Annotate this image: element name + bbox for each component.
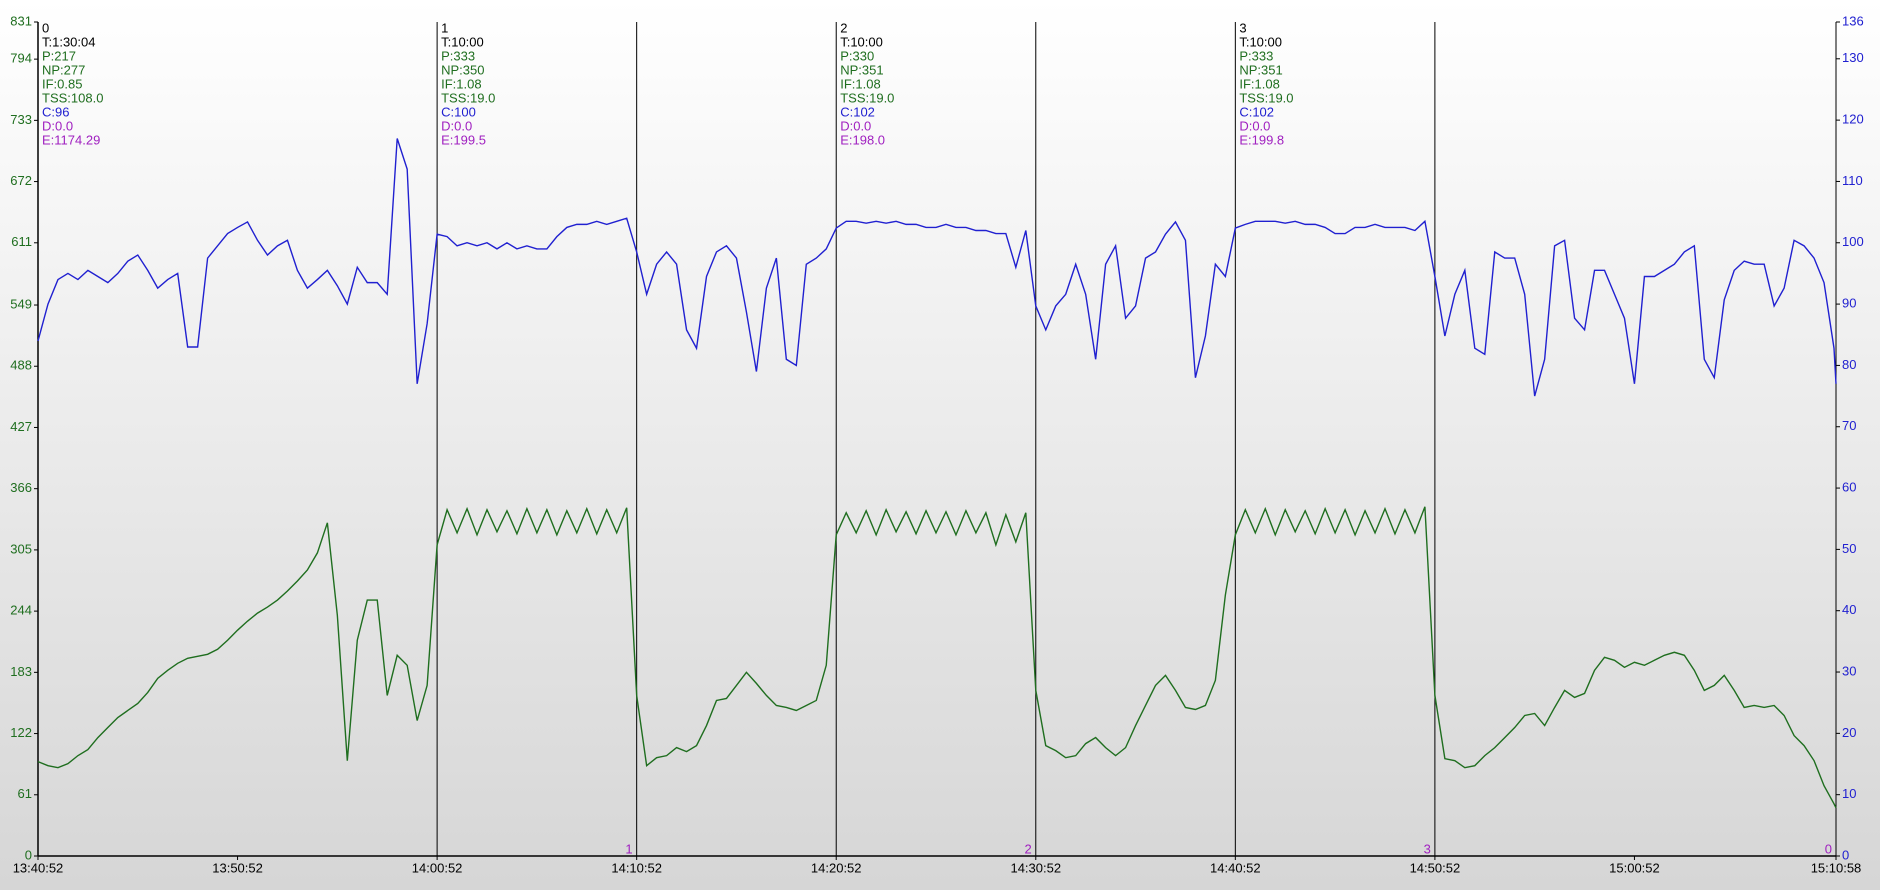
y-tick-label: 488 — [10, 358, 32, 373]
lap-stat: D:0.0 — [441, 118, 472, 133]
x-tick-label: 14:20:52 — [811, 860, 862, 875]
lap-stat: TSS:19.0 — [441, 90, 495, 105]
lap-stat: TSS:19.0 — [840, 90, 894, 105]
lap-stat: IF:0.85 — [42, 76, 82, 91]
y-tick-label: 61 — [18, 786, 32, 801]
y-tick-label: 794 — [10, 51, 32, 66]
x-tick-label: 13:50:52 — [212, 860, 263, 875]
lap-stat: T:1:30:04 — [42, 34, 96, 49]
x-tick-label: 13:40:52 — [13, 860, 64, 875]
y2-tick-label: 50 — [1842, 541, 1856, 556]
x-tick-label: 15:10:58 — [1811, 860, 1862, 875]
x-tick-label: 14:10:52 — [611, 860, 662, 875]
lap-stat: TSS:19.0 — [1239, 90, 1293, 105]
lap-stat: NP:350 — [441, 62, 484, 77]
y-tick-label: 611 — [11, 234, 32, 249]
y2-tick-label: 60 — [1842, 479, 1856, 494]
y2-tick-label: 90 — [1842, 296, 1856, 311]
lap-stat: T:10:00 — [840, 34, 883, 49]
y2-tick-label: 120 — [1842, 112, 1864, 127]
y-tick-label: 672 — [10, 173, 32, 188]
y-tick-label: 427 — [10, 419, 32, 434]
lap-stat: D:0.0 — [42, 118, 73, 133]
lap-stat: E:198.0 — [840, 132, 885, 147]
lap-stat: P:330 — [840, 48, 874, 63]
lap-end-label: 1 — [625, 841, 632, 856]
y2-tick-label: 70 — [1842, 418, 1856, 433]
lap-stat: IF:1.08 — [1239, 76, 1279, 91]
lap-stat: C:102 — [840, 104, 875, 119]
y2-tick-label: 130 — [1842, 50, 1864, 65]
lap-end-label: 2 — [1025, 841, 1032, 856]
lap-stat: E:1174.29 — [42, 132, 100, 147]
y2-tick-label: 80 — [1842, 357, 1856, 372]
x-tick-label: 15:00:52 — [1609, 860, 1660, 875]
lap-stat: E:199.5 — [441, 132, 486, 147]
lap-stat: C:96 — [42, 104, 69, 119]
lap-end-label: 0 — [1825, 841, 1832, 856]
lap-label: 0 — [42, 20, 49, 35]
y-tick-label: 549 — [10, 296, 32, 311]
x-tick-label: 14:30:52 — [1010, 860, 1061, 875]
lap-label: 2 — [840, 20, 847, 35]
y-tick-label: 733 — [10, 112, 32, 127]
y-tick-label: 122 — [10, 725, 32, 740]
lap-stat: C:102 — [1239, 104, 1274, 119]
lap-label: 1 — [441, 20, 448, 35]
x-tick-label: 14:50:52 — [1410, 860, 1461, 875]
lap-stat: IF:1.08 — [441, 76, 481, 91]
lap-stat: E:199.8 — [1239, 132, 1284, 147]
y2-tick-label: 136 — [1842, 13, 1864, 28]
y2-tick-label: 40 — [1842, 602, 1856, 617]
series-line — [37, 506, 1837, 809]
lap-label: 3 — [1239, 20, 1246, 35]
x-tick-label: 14:40:52 — [1210, 860, 1261, 875]
y2-tick-label: 30 — [1842, 663, 1856, 678]
x-tick-label: 14:00:52 — [412, 860, 463, 875]
y2-tick-label: 110 — [1842, 173, 1863, 188]
y-tick-label: 305 — [10, 541, 32, 556]
lap-stat: T:10:00 — [1239, 34, 1282, 49]
lap-stat: P:333 — [1239, 48, 1273, 63]
lap-stat: D:0.0 — [840, 118, 871, 133]
lap-stat: C:100 — [441, 104, 476, 119]
lap-stat: TSS:108.0 — [42, 90, 103, 105]
y2-tick-label: 0 — [1842, 847, 1849, 862]
series-line — [37, 138, 1837, 397]
lap-end-label: 3 — [1424, 841, 1431, 856]
lap-stat: IF:1.08 — [840, 76, 880, 91]
y-tick-label: 183 — [10, 664, 32, 679]
y-tick-label: 0 — [25, 847, 32, 862]
lap-stat: NP:351 — [1239, 62, 1282, 77]
y-tick-label: 244 — [10, 603, 32, 618]
lap-stat: P:217 — [42, 48, 76, 63]
y2-tick-label: 10 — [1842, 786, 1856, 801]
lap-stat: T:10:00 — [441, 34, 484, 49]
y2-tick-label: 100 — [1842, 234, 1864, 249]
y2-tick-label: 20 — [1842, 725, 1856, 740]
y-tick-label: 366 — [10, 480, 32, 495]
lap-stat: NP:277 — [42, 62, 85, 77]
lap-stat: NP:351 — [840, 62, 883, 77]
y-tick-label: 831 — [10, 13, 32, 28]
lap-stat: P:333 — [441, 48, 475, 63]
lap-stat: D:0.0 — [1239, 118, 1270, 133]
